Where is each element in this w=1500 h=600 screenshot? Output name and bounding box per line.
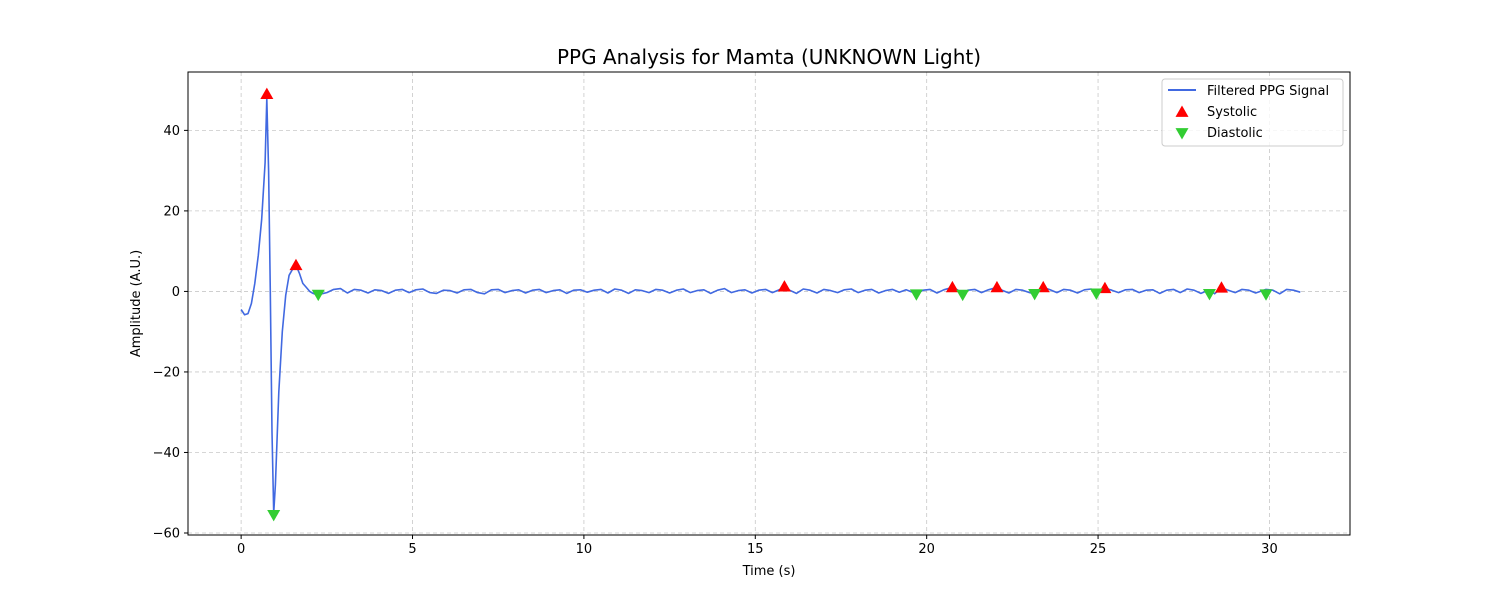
y-tick-label: 20 — [163, 204, 180, 219]
chart-title: PPG Analysis for Mamta (UNKNOWN Light) — [557, 45, 981, 69]
systolic-marker — [945, 280, 959, 293]
legend-label-systolic: Systolic — [1207, 105, 1257, 120]
y-tick-label: 40 — [163, 124, 180, 139]
x-tick-label: 25 — [1090, 542, 1107, 557]
legend-box — [1161, 78, 1344, 147]
axes-frame — [187, 71, 1351, 536]
diastolic-marker — [1089, 288, 1103, 300]
legend-label-filtered-ppg: Filtered PPG Signal — [1207, 84, 1329, 99]
diastolic-marker — [909, 289, 923, 301]
x-tick-label: 15 — [747, 542, 764, 557]
diastolic-marker — [267, 509, 281, 522]
x-axis-label: Time (s) — [742, 564, 796, 579]
systolic-marker — [777, 280, 791, 292]
diastolic-marker — [311, 289, 325, 302]
diastolic-marker — [1259, 289, 1273, 301]
x-tick-label: 10 — [576, 542, 593, 557]
y-tick-label: −40 — [153, 446, 180, 461]
systolic-marker — [1214, 281, 1228, 293]
systolic-marker — [990, 280, 1004, 293]
ticks: 0 5 10 15 20 25 30 −60 −40 −20 0 20 40 — [153, 124, 1278, 557]
x-tick-label: 30 — [1261, 542, 1278, 557]
diastolic-marker — [1202, 288, 1216, 301]
legend: Filtered PPG Signal Systolic Diastolic — [1161, 78, 1344, 147]
legend-swatch-systolic — [1175, 105, 1189, 117]
y-tick-label: 0 — [172, 285, 180, 300]
systolic-marker — [260, 87, 274, 100]
diastolic-marker — [1028, 288, 1042, 301]
y-tick-label: −20 — [153, 365, 180, 380]
legend-label-diastolic: Diastolic — [1207, 126, 1263, 141]
x-tick-label: 0 — [237, 542, 245, 557]
legend-swatch-diastolic — [1175, 128, 1189, 140]
x-tick-label: 5 — [408, 542, 416, 557]
diastolic-marker — [956, 289, 970, 302]
x-tick-label: 20 — [918, 542, 935, 557]
y-axis-label: Amplitude (A.U.) — [129, 250, 144, 357]
plot-area — [240, 87, 1301, 522]
y-tick-label: −60 — [153, 526, 180, 541]
systolic-marker — [289, 258, 303, 271]
